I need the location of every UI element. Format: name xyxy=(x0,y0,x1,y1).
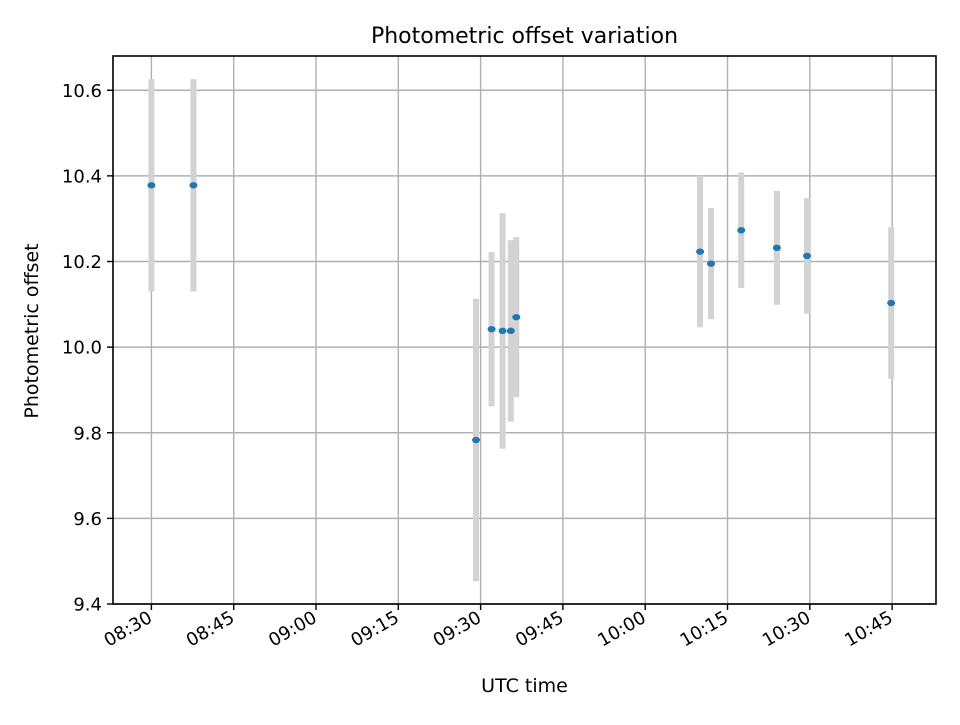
x-tick-label: 09:00 xyxy=(265,607,320,651)
data-point xyxy=(772,244,781,251)
x-tick-label: 10:00 xyxy=(594,607,649,651)
y-axis-label: Photometric offset xyxy=(21,243,43,418)
grid-layer xyxy=(113,56,936,605)
chart-title: Photometric offset variation xyxy=(371,24,678,49)
data-point xyxy=(472,436,481,444)
x-tick-label: 09:30 xyxy=(430,607,485,651)
data-point xyxy=(498,327,507,335)
y-tick-label: 9.8 xyxy=(73,423,102,444)
data-point xyxy=(147,182,156,189)
data-point xyxy=(487,325,496,333)
x-tick-label: 09:45 xyxy=(512,607,567,651)
x-tick-label: 10:15 xyxy=(677,607,732,651)
tick-layer: 08:30 08:45 09:00 09:15 09:30 09:45 10:00 10:15… xyxy=(62,81,897,652)
y-tick-label: 10.6 xyxy=(62,81,102,102)
point-layer xyxy=(147,182,896,444)
axes-frame xyxy=(112,55,937,605)
plot-frame xyxy=(112,55,937,605)
data-point xyxy=(512,313,521,321)
data-point xyxy=(737,227,746,234)
errorbar-layer xyxy=(148,79,895,582)
y-tick-label: 9.6 xyxy=(73,509,102,530)
y-tick-label: 10.4 xyxy=(62,166,102,187)
data-point xyxy=(189,182,198,189)
x-tick-label: 08:45 xyxy=(183,607,238,651)
data-point xyxy=(696,248,705,255)
x-axis-label: UTC time xyxy=(481,675,568,697)
x-tick-label: 08:30 xyxy=(100,607,155,651)
data-point xyxy=(506,327,515,335)
data-point xyxy=(707,260,716,267)
x-tick-label: 09:15 xyxy=(347,607,402,651)
y-tick-label: 10.2 xyxy=(62,252,102,273)
y-tick-label: 10.0 xyxy=(62,338,102,359)
x-tick-label: 10:45 xyxy=(841,607,896,651)
y-tick-label: 9.4 xyxy=(73,595,102,616)
data-point xyxy=(803,252,812,260)
x-tick-label: 10:30 xyxy=(759,607,814,651)
data-point xyxy=(887,299,896,307)
